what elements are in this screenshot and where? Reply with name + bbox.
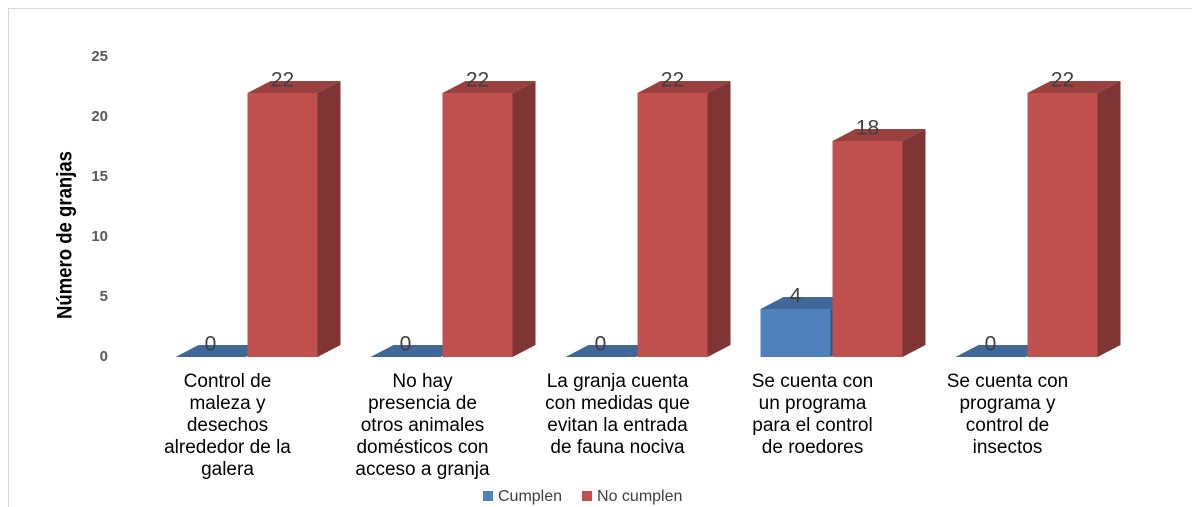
x-tick-label: Se cuenta con programa y control de inse… (946, 371, 1069, 458)
y-tick-label: 10 (91, 228, 108, 245)
bar-top (760, 297, 854, 309)
bar (1027, 81, 1121, 357)
bar-side (317, 81, 341, 357)
bar-top (832, 129, 926, 141)
x-tick-label: Control de maleza y desechos alrededor d… (164, 371, 291, 480)
bar (955, 345, 1049, 357)
bar-top (175, 345, 269, 357)
data-label: 0 (985, 333, 997, 356)
x-tick-label: La granja cuenta con medidas que evitan … (545, 371, 690, 458)
bar (247, 81, 341, 357)
legend-label: No cumplen (597, 488, 682, 505)
y-tick-label: 5 (100, 288, 108, 305)
bar-front (247, 93, 318, 357)
y-tick-label: 0 (100, 348, 108, 365)
data-label: 0 (595, 333, 607, 356)
x-tick-label: No hay presencia de otros animales domés… (355, 371, 490, 480)
bar (442, 81, 536, 357)
y-tick-label: 20 (91, 108, 108, 125)
bar (637, 81, 731, 357)
bar-top (1027, 81, 1121, 93)
bar-top (247, 81, 341, 93)
bar (832, 129, 926, 357)
y-axis-title: Número de granjas (54, 151, 77, 319)
bar-side (512, 81, 536, 357)
data-label: 0 (205, 333, 217, 356)
bar-side (1097, 81, 1121, 357)
y-tick-label: 15 (91, 168, 108, 185)
bar-top (955, 345, 1049, 357)
data-label: 4 (790, 285, 802, 308)
bar-front (637, 93, 708, 357)
bar-side (902, 129, 926, 357)
bar-front (1027, 93, 1098, 357)
bar-top (370, 345, 464, 357)
chart-border (8, 8, 1192, 507)
legend-label: Cumplen (498, 488, 562, 505)
x-tick-label: Se cuenta con un programa para el contro… (751, 371, 874, 458)
bar-top (442, 81, 536, 93)
bar-top (637, 81, 731, 93)
bar (175, 345, 269, 357)
bar-front (832, 141, 903, 357)
legend-swatch (483, 491, 493, 501)
y-tick-label: 25 (91, 48, 108, 65)
data-label: 22 (1051, 69, 1074, 92)
bar-side (707, 81, 731, 357)
data-label: 22 (271, 69, 294, 92)
bar (565, 345, 659, 357)
bar (370, 345, 464, 357)
bar-front (760, 309, 831, 357)
bar-top (565, 345, 659, 357)
bar-front (442, 93, 513, 357)
data-label: 18 (856, 117, 879, 140)
data-label: 22 (466, 69, 489, 92)
legend-swatch (582, 491, 593, 501)
data-label: 22 (661, 69, 684, 92)
data-label: 0 (400, 333, 412, 356)
